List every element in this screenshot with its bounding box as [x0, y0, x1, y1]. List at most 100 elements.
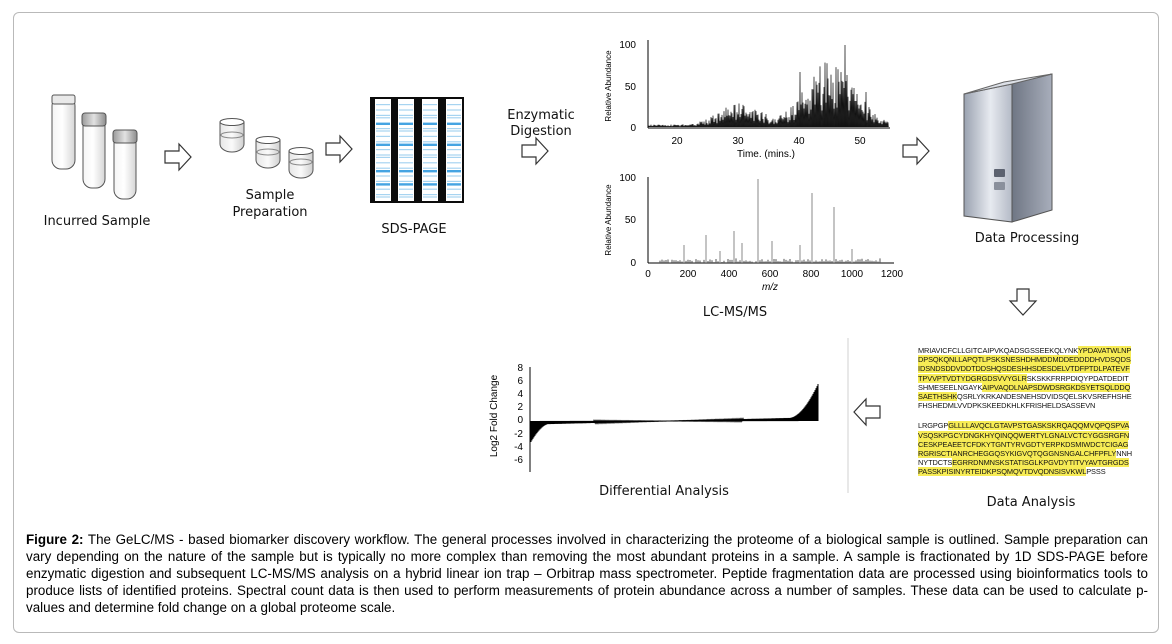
computer-tower-icon: [963, 73, 1053, 223]
chrom-xtick: 40: [793, 136, 805, 147]
gel-band: [423, 196, 437, 198]
highlighted-peptide: GDSVVYGLR: [981, 373, 1027, 383]
gel-band: [376, 183, 390, 186]
gel-band: [399, 175, 413, 177]
highlighted-peptide: YPD: [1078, 346, 1093, 355]
gel-band: [447, 170, 461, 173]
sequence-segment: ELNGAYK: [948, 382, 983, 392]
gel-band: [447, 154, 461, 156]
gel-band: [447, 188, 461, 190]
lcms-label: LC-MS/MS: [703, 305, 767, 320]
spec-xtick: 600: [762, 269, 779, 280]
gel-band: [376, 170, 390, 173]
gel-band: [423, 122, 437, 125]
gel-band: [376, 194, 390, 196]
gel-band: [447, 180, 461, 182]
gel-band: [399, 130, 413, 132]
sequence-segment: MRIAVICFCLLGITCAIPVKQADSGSSEEKQLYNK: [918, 346, 1079, 355]
gel-band: [399, 188, 413, 190]
gel-band: [376, 162, 390, 164]
caption-label: Figure 2:: [26, 532, 84, 547]
gel-band: [423, 109, 437, 111]
sequence-segment: PSSS: [1086, 467, 1106, 477]
gel-band: [399, 143, 413, 146]
fold-ytick: 0: [517, 415, 523, 426]
sequence-segment: VSREFHSHEFHSHEDMLVVDPKSKEEDKHLKFRISH: [918, 392, 1132, 411]
gel-band: [423, 194, 437, 196]
gel-band: [423, 175, 437, 177]
gel-band: [399, 141, 413, 143]
gel-band: [447, 122, 461, 125]
sequence-block: MRIAVICFCLLGITCAIPVKQADSGSSEEKQLYNKYPDAV…: [918, 346, 1132, 410]
gel-band: [423, 167, 437, 169]
tube-icon: [51, 94, 76, 170]
incurred-sample-tubes-icon: [51, 94, 138, 200]
gel-band: [376, 180, 390, 182]
spec-xtick: 800: [803, 269, 820, 280]
gel-band: [399, 183, 413, 186]
highlighted-peptide: GLLLLAVQCLGTAVPSTGASKSKRQAQQMV: [948, 421, 1095, 431]
gel-band: [376, 154, 390, 156]
chrom-xtick: 30: [732, 136, 744, 147]
gel-band: [399, 156, 413, 158]
highlighted-peptide: AIPVAQDLNAPSDWDSRGKDSYETSQLDD: [982, 382, 1125, 392]
gel-band: [447, 117, 461, 119]
caption-text: The GeLC/MS - based biomarker discovery …: [26, 532, 1149, 615]
sequence-segment: QSRLYKRKANDESNEHSDVIDSQELSK: [957, 392, 1088, 402]
differential-analysis-label: Differential Analysis: [599, 484, 729, 499]
sequence-segment: LRGPGP: [918, 421, 949, 431]
gel-band: [376, 117, 390, 119]
sds-page-label: SDS-PAGE: [381, 222, 446, 237]
gel-band: [447, 196, 461, 198]
gel-band: [376, 188, 390, 190]
figure-caption: Figure 2: The GeLC/MS - based biomarker …: [26, 531, 1148, 616]
gel-band: [399, 149, 413, 151]
gel-band: [423, 143, 437, 146]
down-arrow-icon: [1008, 288, 1038, 316]
gel-band: [399, 154, 413, 156]
spec-xtick: 200: [680, 269, 697, 280]
sample-preparation-label-line2: Preparation: [232, 205, 307, 220]
gel-band: [447, 183, 461, 186]
right-arrow-icon: [902, 136, 930, 166]
gel-band: [399, 180, 413, 182]
gel-band: [376, 122, 390, 125]
gel-band: [447, 175, 461, 177]
gel-band: [376, 167, 390, 169]
gel-band: [423, 149, 437, 151]
enzymatic-label-line1: Enzymatic: [507, 108, 574, 123]
chrom-xtick: 20: [671, 136, 683, 147]
right-arrow-icon: [521, 136, 549, 166]
fold-change-chart: 8 6 4 2 0 -2 -4 -6 Log2 Fold Change: [489, 363, 819, 472]
gel-band: [376, 196, 390, 198]
gel-band: [447, 128, 461, 130]
chrom-ytick: 0: [630, 123, 636, 134]
gel-band: [376, 104, 390, 106]
gel-band: [447, 167, 461, 169]
gel-band: [399, 167, 413, 169]
gel-band: [423, 114, 437, 116]
gel-band: [423, 162, 437, 164]
gel-band: [399, 162, 413, 164]
gel-band: [376, 135, 390, 137]
gel-band: [399, 114, 413, 116]
incurred-sample-label: Incurred Sample: [44, 214, 151, 229]
gel-band: [399, 170, 413, 173]
gel-band: [447, 143, 461, 146]
fold-change-curve: [530, 383, 819, 442]
fold-ytick: 4: [517, 389, 523, 400]
spec-xtick: 1200: [881, 269, 904, 280]
spec-x-label: m/z: [762, 282, 778, 293]
sequence-block: LRGPGPGLLLLAVQCLGTAVPSTGASKSKRQAQQMVQPQS…: [918, 421, 1132, 477]
fold-ytick: -6: [514, 455, 523, 466]
chromatogram-chart: 100 50 0 20 30 40 50 Time. (mins.) Relat…: [604, 40, 890, 160]
gel-band: [447, 149, 461, 151]
gel-band: [376, 175, 390, 177]
fold-ytick: -2: [514, 429, 523, 440]
sequence-segment: SKSKKFRRPDIQYPDATDEDITSHMESE: [918, 373, 1129, 392]
gel-band: [423, 170, 437, 173]
gel-band: [423, 141, 437, 143]
highlighted-peptide: EGRRDNMNSKSTATISGLKPGVDYTITVYAVTGRGD: [952, 458, 1124, 468]
gel-band: [447, 162, 461, 164]
